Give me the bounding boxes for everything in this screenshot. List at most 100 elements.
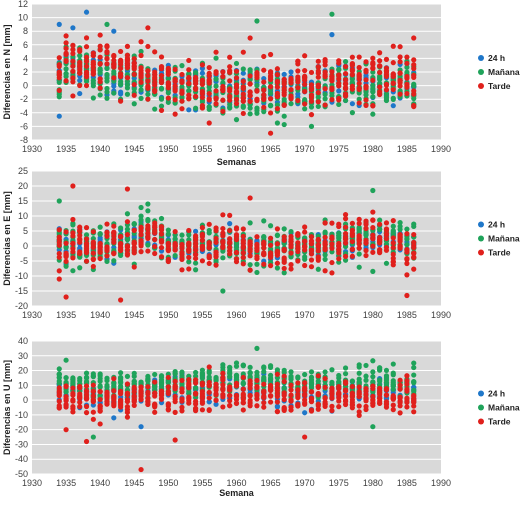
series-tarde bbox=[56, 364, 417, 473]
point-tarde bbox=[315, 391, 321, 398]
x-tick-label: 1990 bbox=[431, 478, 451, 488]
point-tarde bbox=[104, 401, 110, 407]
point-manana bbox=[97, 375, 103, 382]
point-tarde bbox=[158, 107, 165, 113]
point-manana bbox=[104, 65, 110, 71]
point-manana bbox=[363, 362, 369, 369]
point-tarde bbox=[411, 239, 417, 246]
x-tick-label: 1980 bbox=[363, 310, 383, 320]
point-tarde bbox=[199, 225, 206, 231]
point-tarde bbox=[179, 408, 185, 414]
x-tick-label: 1940 bbox=[90, 144, 110, 154]
point-24h bbox=[329, 31, 335, 38]
point-tarde bbox=[274, 226, 280, 232]
point-tarde bbox=[302, 229, 308, 235]
point-tarde bbox=[295, 85, 301, 91]
point-manana bbox=[302, 97, 308, 103]
point-tarde bbox=[77, 70, 83, 76]
point-manana bbox=[377, 217, 383, 223]
point-tarde bbox=[83, 63, 90, 69]
point-tarde bbox=[145, 389, 151, 395]
point-tarde bbox=[145, 401, 151, 407]
point-manana bbox=[281, 226, 287, 232]
point-tarde bbox=[356, 216, 362, 222]
point-tarde bbox=[383, 220, 390, 226]
point-tarde bbox=[165, 407, 171, 413]
point-tarde bbox=[97, 79, 103, 85]
point-tarde bbox=[240, 226, 246, 232]
point-tarde bbox=[302, 247, 308, 253]
y-tick-label: 10 bbox=[18, 380, 28, 390]
point-tarde bbox=[342, 393, 349, 399]
point-tarde bbox=[370, 400, 376, 406]
legend-label-tarde: Tarde bbox=[488, 248, 511, 258]
point-tarde bbox=[227, 97, 233, 103]
point-manana bbox=[97, 231, 103, 237]
point-manana bbox=[281, 385, 287, 391]
point-manana bbox=[104, 375, 110, 381]
x-tick-label: 1980 bbox=[363, 144, 383, 154]
point-tarde bbox=[220, 108, 226, 114]
point-tarde bbox=[213, 249, 219, 255]
point-tarde bbox=[274, 106, 280, 112]
point-tarde bbox=[336, 97, 342, 103]
legend-marker-manana bbox=[478, 69, 484, 75]
point-manana bbox=[411, 379, 417, 385]
legend-label-tarde: Tarde bbox=[488, 417, 511, 427]
legend-label-24h: 24 h bbox=[488, 389, 505, 399]
x-tick-label: 1945 bbox=[124, 478, 144, 488]
point-tarde bbox=[124, 391, 131, 398]
point-tarde bbox=[302, 73, 308, 79]
point-manana bbox=[213, 374, 219, 381]
point-manana bbox=[254, 269, 260, 276]
point-tarde bbox=[349, 384, 355, 390]
point-tarde bbox=[206, 364, 212, 370]
y-tick-label: -20 bbox=[15, 425, 28, 435]
point-tarde bbox=[377, 69, 383, 76]
point-manana bbox=[111, 383, 117, 389]
point-tarde bbox=[356, 73, 362, 80]
point-manana bbox=[97, 224, 103, 230]
point-manana bbox=[247, 220, 253, 226]
y-tick-label: 0 bbox=[23, 81, 28, 91]
x-tick-label: 1960 bbox=[226, 478, 246, 488]
point-tarde bbox=[193, 86, 199, 92]
point-tarde bbox=[288, 244, 294, 250]
point-manana bbox=[206, 104, 212, 110]
point-manana bbox=[390, 96, 396, 103]
point-tarde bbox=[295, 380, 301, 386]
point-tarde bbox=[267, 263, 274, 269]
point-tarde bbox=[295, 79, 301, 85]
point-tarde bbox=[240, 110, 246, 117]
point-manana bbox=[97, 70, 103, 76]
point-tarde bbox=[63, 401, 69, 408]
point-tarde bbox=[342, 212, 349, 218]
x-tick-label: 1945 bbox=[124, 144, 144, 154]
point-tarde bbox=[83, 35, 90, 41]
point-tarde bbox=[342, 236, 349, 242]
point-tarde bbox=[261, 394, 267, 401]
point-tarde bbox=[404, 256, 410, 263]
point-tarde bbox=[254, 396, 260, 402]
point-tarde bbox=[233, 259, 240, 265]
point-manana bbox=[165, 227, 171, 233]
point-tarde bbox=[302, 101, 308, 107]
point-tarde bbox=[349, 54, 355, 60]
point-tarde bbox=[233, 233, 240, 240]
point-manana bbox=[370, 111, 376, 117]
point-tarde bbox=[267, 399, 274, 405]
point-manana bbox=[261, 365, 267, 371]
y-tick-label: -50 bbox=[15, 469, 28, 479]
point-manana bbox=[77, 53, 83, 59]
point-manana bbox=[411, 372, 417, 378]
point-manana bbox=[404, 69, 410, 75]
point-manana bbox=[233, 60, 240, 67]
point-tarde bbox=[281, 87, 287, 93]
point-tarde bbox=[267, 242, 274, 248]
point-tarde bbox=[97, 421, 103, 427]
point-tarde bbox=[63, 40, 69, 46]
point-tarde bbox=[342, 253, 349, 259]
point-tarde bbox=[308, 69, 315, 76]
point-24h bbox=[213, 401, 219, 407]
point-tarde bbox=[70, 93, 76, 99]
